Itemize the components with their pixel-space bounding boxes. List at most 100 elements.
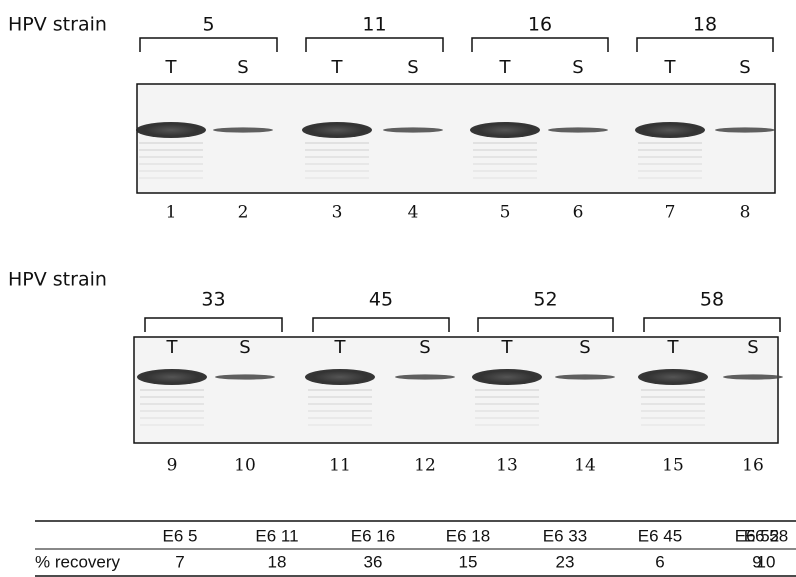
lane-label: S [419,337,430,358]
lane-label: T [664,57,677,78]
band [715,127,775,132]
row-label: % recovery [35,552,121,571]
smear [140,396,204,398]
band [215,374,275,379]
smear [140,403,204,405]
strain-label: 18 [693,14,717,36]
gel [137,84,775,193]
column-header: E6 5 [163,526,198,545]
lane-label: S [579,337,590,358]
lane-label: T [499,57,512,78]
lane-number: 1 [166,203,177,223]
lane-label: T [667,337,680,358]
lane-number: 8 [740,203,751,223]
smear [139,177,203,179]
smear [308,424,372,426]
bracket [644,318,780,332]
panel-label: HPV strain [8,269,107,291]
smear [641,403,705,405]
smear [139,170,203,172]
bracket [313,318,449,332]
smear [475,424,539,426]
lane-number: 5 [500,203,511,223]
smear [305,170,369,172]
column-header: E6 11 [255,526,298,545]
smear [475,389,539,391]
bracket [637,38,773,52]
recovery-value: 6 [655,552,664,571]
smear [308,417,372,419]
lane-label: S [572,57,583,78]
lane-label: S [739,57,750,78]
strain-label: 33 [201,289,225,311]
smear [308,403,372,405]
smear [641,389,705,391]
lane-label: T [334,337,347,358]
smear [305,142,369,144]
smear [139,149,203,151]
smear [641,417,705,419]
band [305,369,375,385]
smear [305,177,369,179]
band [213,127,273,132]
recovery-value: 23 [556,552,575,571]
band [383,127,443,132]
column-header: E6 16 [351,526,395,545]
band [470,122,540,138]
smear [139,142,203,144]
lane-number: 9 [167,456,178,476]
lane-label: S [239,337,250,358]
smear [305,163,369,165]
smear [139,156,203,158]
lane-number: 10 [234,456,256,476]
band [395,374,455,379]
column-header: E6 58 [744,526,788,545]
band [635,122,705,138]
column-header: E6 33 [543,526,587,545]
smear [473,156,537,158]
figure: HPV strain5111618T1S2T3S4T5S6T7S8HPV str… [0,0,796,577]
smear [638,149,702,151]
smear [638,177,702,179]
smear [475,396,539,398]
smear [641,410,705,412]
lane-label: S [407,57,418,78]
strain-label: 5 [202,14,214,36]
lane-number: 4 [408,203,419,223]
lane-number: 6 [573,203,584,223]
smear [638,156,702,158]
strain-label: 45 [369,289,393,311]
smear [473,170,537,172]
smear [473,149,537,151]
panel-label: HPV strain [8,14,107,36]
lane-number: 11 [329,456,351,476]
recovery-value: 18 [268,552,287,571]
recovery-value: 7 [175,552,184,571]
lane-label: S [237,57,248,78]
smear [641,396,705,398]
bracket [145,318,282,332]
lane-number: 15 [662,456,684,476]
smear [308,389,372,391]
band [638,369,708,385]
strain-label: 52 [533,289,557,311]
smear [475,410,539,412]
lane-number: 13 [496,456,518,476]
lane-label: T [165,57,178,78]
lane-number: 3 [332,203,343,223]
band [723,374,783,379]
bracket [306,38,443,52]
smear [140,389,204,391]
lane-number: 16 [742,456,764,476]
bracket [140,38,277,52]
smear [305,149,369,151]
smear [638,163,702,165]
lane-number: 14 [574,456,596,476]
smear [473,142,537,144]
band [555,374,615,379]
band [548,127,608,132]
band [137,369,207,385]
strain-label: 16 [528,14,552,36]
recovery-value: 15 [459,552,478,571]
smear [638,142,702,144]
